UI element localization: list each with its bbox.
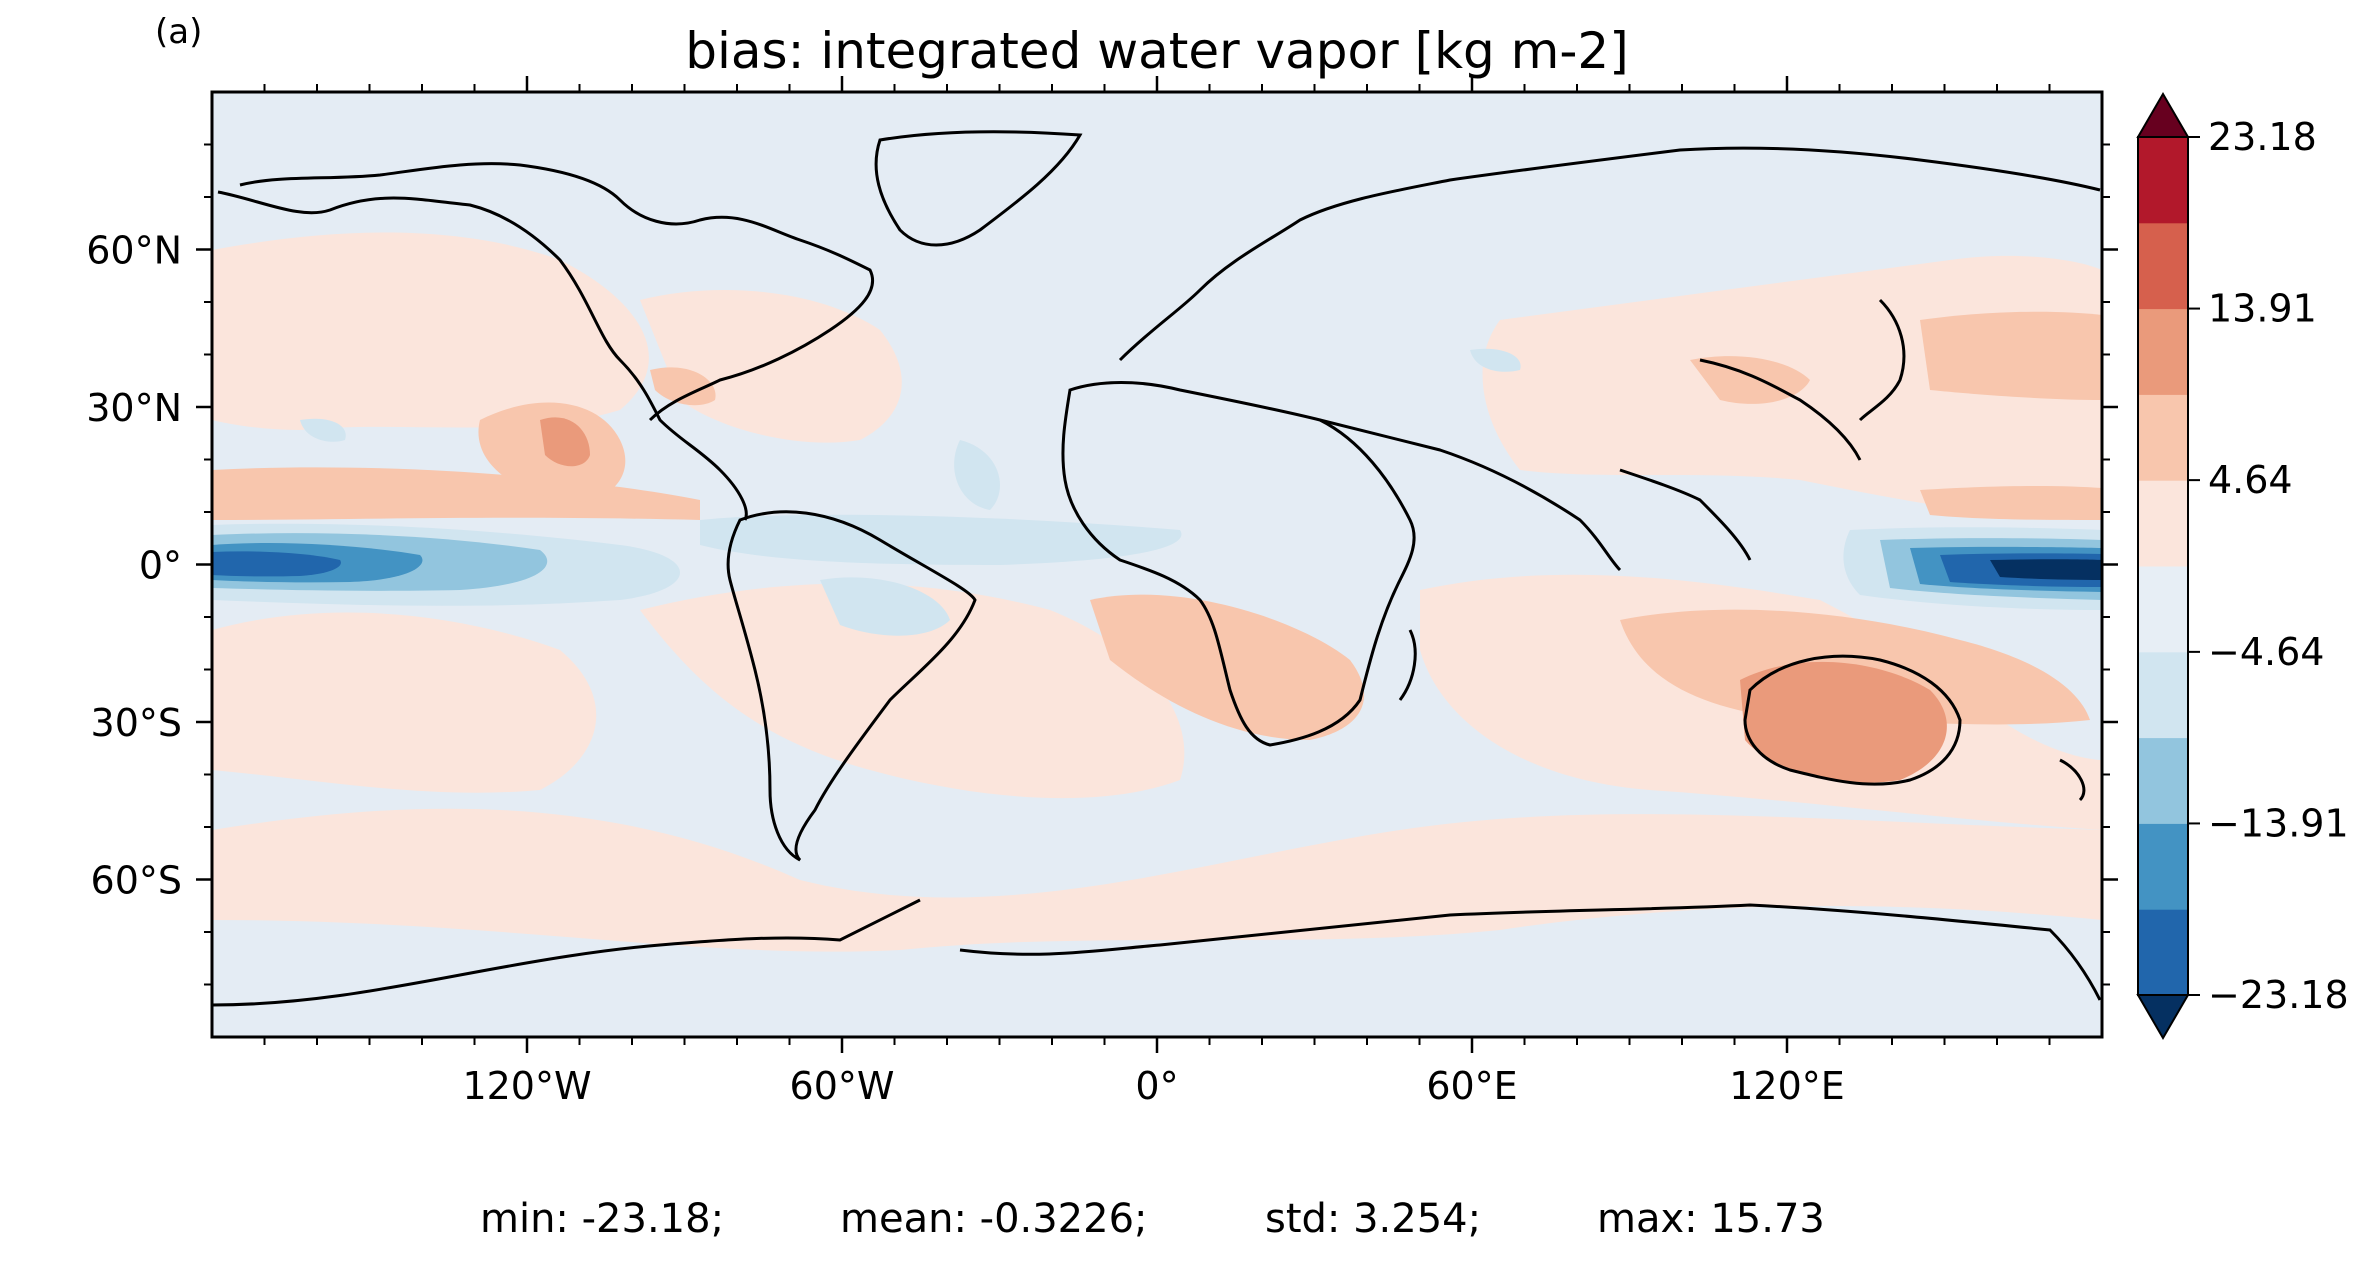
coastline-antarctica [212,898,2102,1007]
bias-negative-caspian [1470,348,1521,372]
positive-bias-regions [212,232,2102,952]
colorbar-bin [2138,651,2188,739]
colorbar-bin [2138,308,2188,395]
bias-positive-south-pacific [212,612,597,793]
map-title: bias: integrated water vapor [kg m-2] [685,22,1629,80]
stat-max: max: 15.73 [1597,1196,1825,1242]
bias-negative-north-atlantic [954,440,1000,510]
coastline-japan [1858,298,1906,422]
bias-positive-china [1690,356,1810,404]
coastline-australia [1743,654,1962,786]
colorbar-extend-min [2136,994,2190,1040]
colorbar-bin [2138,909,2188,996]
bias-positive-south-africa [1090,594,1365,740]
coastline-madagascar [1398,629,1417,701]
bias-positive-west-pacific-band [1920,485,2102,520]
lon-tick-label: 120°W [462,1064,591,1108]
bias-negative-hawaii [300,418,346,442]
coastline-eurasia [1118,146,2101,572]
coastline-north-america [217,162,875,521]
colorbar-tick-label: 13.91 [2208,287,2317,331]
colorbar-tick-label: −23.18 [2208,973,2349,1017]
colorbar-bin [2138,737,2188,824]
bias-positive-north-atlantic [640,290,902,443]
bias-positive-mexico-core [540,417,590,467]
lat-tick-label: 60°S [91,859,182,903]
colorbar-tick-label: −4.64 [2208,630,2324,674]
colorbar-frame [2137,136,2189,996]
negative-bias-regions [212,348,2102,636]
coastlines [212,130,2102,1007]
coastline-south-america [726,510,977,862]
colorbar-bin [2138,566,2188,653]
colorbar-tick-label: 23.18 [2208,115,2317,159]
colorbar-bin [2138,823,2188,910]
colorbar-bin [2138,480,2188,567]
colorbar-tick-label: 4.64 [2208,458,2293,502]
bias-negative-amazon [820,577,950,636]
colorbar-extend-max [2136,92,2190,138]
bias-negative-east-pacific-core [212,551,341,577]
colorbar-bin [2138,394,2188,481]
lat-tick-label: 0° [139,544,182,588]
statistics-line: min: -23.18; mean: -0.3226; std: 3.254; … [0,1196,2362,1256]
lat-tick-label: 60°N [86,229,182,273]
lon-tick-label: 60°W [790,1064,895,1108]
lon-tick-label: 120°E [1729,1064,1845,1108]
coastline-africa-europe [1061,381,1416,747]
lon-tick-label: 60°E [1426,1064,1517,1108]
panel-label: (a) [155,12,203,52]
bias-positive-west-pacific [1920,311,2102,400]
colorbar-bin [2138,137,2188,224]
stat-mean: mean: -0.3226; [840,1196,1148,1242]
lat-tick-label: 30°S [91,701,182,745]
bias-positive-south-atlantic [640,583,1185,799]
bias-positive-north-pacific [212,232,649,430]
bias-field [212,92,2102,1037]
colorbar-bin [2138,222,2188,310]
bias-positive-southern-band [212,808,2102,952]
lon-tick-label: 0° [1135,1064,1178,1108]
axis-ticks: 120°W 60°W 0° 60°E 120°E 60°N 30°N 0° 30°S 60°S [86,76,2118,1108]
bias-positive-gulf [650,367,716,406]
bias-positive-tropical-north-band [212,467,700,520]
colorbar: 23.18 13.91 4.64 −4.64 −13.91 −23.18 [2136,92,2349,1040]
stat-min: min: -23.18; [480,1196,725,1242]
lat-tick-label: 30°N [86,386,182,430]
coastline-new-zealand [2059,758,2086,802]
bias-positive-australia [1740,661,1947,783]
bias-negative-atlantic-itcz [700,514,1182,565]
coastline-greenland [874,130,1083,247]
stat-std: std: 3.254; [1265,1196,1482,1242]
bias-negative-west-pacific-extreme [1990,559,2102,580]
colorbar-tick-label: −13.91 [2208,801,2349,845]
